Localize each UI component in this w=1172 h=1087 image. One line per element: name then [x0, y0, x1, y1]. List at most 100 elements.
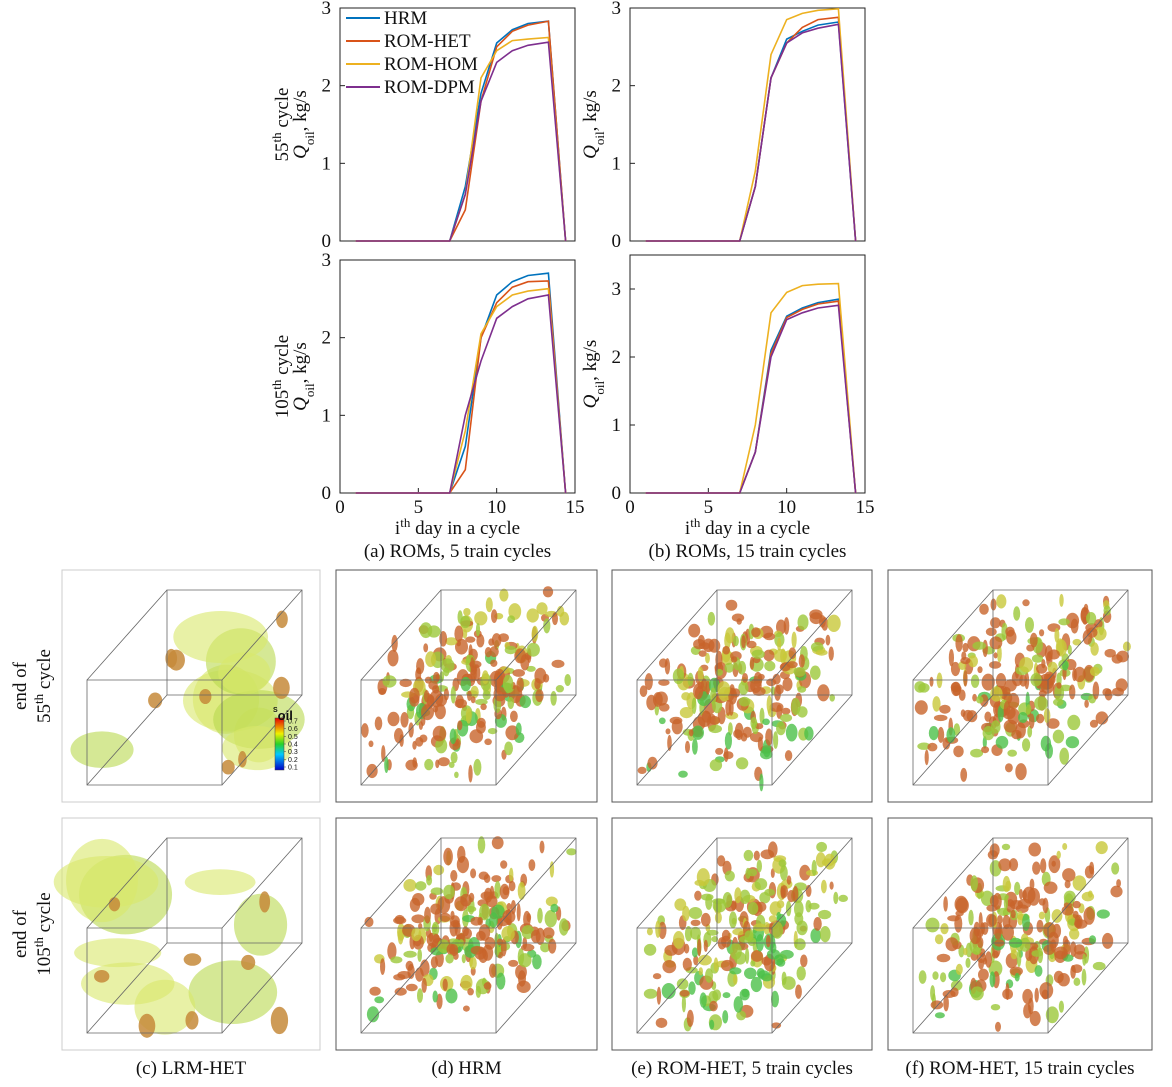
- iso-blob: [369, 986, 381, 996]
- iso-blob: [501, 926, 515, 942]
- box-edge: [1047, 837, 1129, 929]
- iso-blob: [387, 649, 399, 667]
- iso-blob: [445, 637, 458, 646]
- iso-blob: [509, 867, 514, 882]
- iso-blob: [393, 974, 406, 981]
- iso-blob: [984, 711, 992, 722]
- box-edge: [86, 942, 168, 1034]
- iso-blob: [791, 697, 801, 716]
- x-label: ith day in a cycle: [685, 515, 810, 540]
- iso-blob: [745, 947, 750, 964]
- iso-blob: [1051, 909, 1063, 923]
- iso-blob: [535, 689, 544, 703]
- iso-blob: [488, 638, 495, 646]
- iso-blob: [734, 887, 742, 904]
- iso-blob: [1088, 935, 1097, 945]
- y-tick-label: 0: [322, 231, 332, 252]
- iso-blob: [431, 921, 440, 936]
- iso-blob: [1072, 900, 1081, 909]
- iso-blob: [678, 770, 688, 778]
- iso-blob: [1089, 719, 1099, 728]
- iso-blob: [997, 915, 1003, 924]
- iso-blob: [686, 1009, 694, 1027]
- iso-blob: [970, 986, 984, 1001]
- iso-blob: [381, 745, 386, 762]
- iso-blob: [955, 963, 963, 976]
- iso-blob: [933, 714, 948, 722]
- iso-blob: [502, 674, 514, 693]
- iso-blob: [700, 912, 711, 927]
- iso-blob: [463, 1005, 470, 1012]
- iso-blob: [764, 660, 776, 672]
- row-label-line2-part: 55: [34, 704, 55, 723]
- row-label-line2-part: 105: [34, 947, 55, 976]
- iso-blob: [1005, 983, 1010, 1000]
- rendering: [70, 589, 305, 786]
- iso-blob: [469, 729, 484, 744]
- iso-blob: [691, 697, 697, 714]
- iso-blob: [1073, 944, 1085, 955]
- iso-blob: [1040, 858, 1047, 874]
- iso-blob: [476, 634, 485, 648]
- iso-blob: [1083, 603, 1089, 613]
- iso-blob: [534, 678, 541, 690]
- iso-blob: [543, 618, 551, 634]
- y-tick-label: 0: [612, 483, 622, 504]
- iso-blob: [797, 686, 807, 693]
- iso-blob: [918, 970, 927, 984]
- iso-blob: [662, 960, 677, 974]
- iso-blob: [766, 949, 781, 960]
- iso-blob: [786, 875, 792, 885]
- iso-blob: [411, 914, 426, 924]
- y-label-cycle-text-part: 55: [272, 142, 293, 161]
- plot-frame: [339, 259, 576, 494]
- iso-blob: [766, 695, 772, 714]
- iso-blob: [470, 657, 475, 673]
- iso-blob: [673, 931, 685, 949]
- iso-blob: [977, 666, 983, 674]
- iso-blob: [521, 943, 535, 952]
- iso-blob: [435, 673, 440, 682]
- iso-blob: [421, 977, 427, 993]
- iso-blob: [739, 889, 751, 904]
- iso-blob: [1036, 663, 1048, 674]
- image-panel: [887, 817, 1153, 1051]
- box-edge: [912, 589, 994, 681]
- box-edge: [1047, 694, 1129, 786]
- iso-blob: [1031, 950, 1043, 957]
- iso-blob: [697, 954, 712, 966]
- iso-blob: [424, 758, 434, 771]
- iso-blob: [542, 586, 554, 598]
- iso-blob: [391, 634, 398, 652]
- iso-blob: [781, 707, 791, 715]
- iso-blob: [661, 983, 676, 999]
- iso-blob: [454, 698, 467, 709]
- iso-blob: [1092, 961, 1106, 971]
- iso-blob: [1022, 599, 1030, 607]
- iso-blob: [647, 756, 658, 770]
- iso-blob: [765, 728, 773, 746]
- iso-blob: [1090, 642, 1099, 656]
- iso-blob: [985, 951, 992, 968]
- iso-blob: [709, 1000, 718, 1012]
- iso-blob: [465, 906, 477, 913]
- iso-blob: [705, 894, 713, 910]
- iso-blob: [763, 649, 775, 662]
- iso-blob: [757, 736, 764, 751]
- iso-blob: [998, 858, 1012, 872]
- iso-blob: [566, 848, 577, 856]
- iso-blob: [692, 725, 704, 740]
- iso-blob: [445, 988, 458, 1004]
- iso-blob: [754, 878, 768, 891]
- iso-blob: [993, 892, 1002, 910]
- iso-surface: [233, 893, 288, 956]
- iso-blob: [403, 950, 417, 958]
- iso-blob: [996, 594, 1007, 609]
- iso-blob: [480, 703, 487, 711]
- iso-blob: [1017, 910, 1024, 926]
- iso-blob: [768, 841, 778, 858]
- iso-blob: [1046, 718, 1060, 729]
- iso-blob: [761, 973, 773, 982]
- iso-blob: [470, 696, 476, 704]
- iso-blob: [419, 622, 433, 639]
